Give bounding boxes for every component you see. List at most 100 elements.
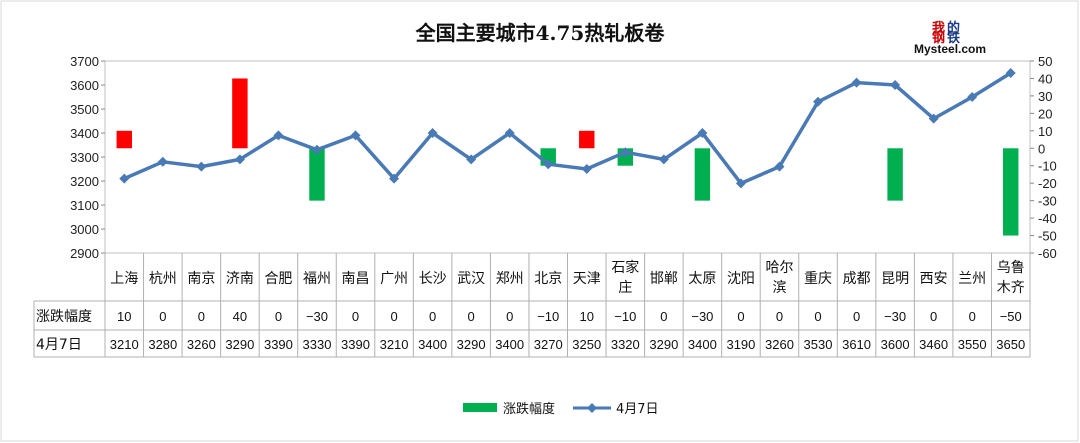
line-marker-13 [620, 147, 631, 158]
table-value-price: 3400 [495, 337, 524, 352]
table-row-label-price: 4月7日 [36, 337, 82, 353]
table-value-price: 3270 [534, 337, 563, 352]
table-value-price: 3210 [110, 337, 139, 352]
right-axis-tick: -30 [1038, 194, 1057, 209]
right-axis-tick: 0 [1038, 141, 1045, 156]
category-label: 福州 [303, 271, 331, 287]
line-marker-17 [774, 161, 785, 172]
line-marker-20 [890, 80, 901, 90]
category-label: 西安 [920, 271, 948, 287]
line-marker-15 [697, 128, 708, 138]
table-value-change: 0 [660, 309, 667, 324]
logo-char-1: 我 [932, 21, 946, 36]
table-value-price: 3290 [225, 337, 254, 352]
logo-text: Mysteel.com [914, 42, 987, 56]
table-value-change: 0 [390, 309, 397, 324]
table-value-change: 0 [737, 309, 744, 324]
table-value-change: 40 [233, 309, 247, 324]
table-value-price: 3290 [457, 337, 486, 352]
right-axis-tick: -50 [1038, 229, 1057, 244]
line-marker-16 [735, 178, 746, 189]
category-label: 乌鲁木齐 [997, 260, 1025, 296]
category-label: 成都 [843, 271, 871, 287]
line-marker-21 [928, 113, 939, 124]
chart-title: 全国主要城市4.75热轧板卷 [415, 21, 666, 45]
table-value-change: 0 [352, 309, 359, 324]
table-value-change: −50 [1000, 309, 1022, 324]
right-axis-tick: -40 [1038, 211, 1057, 226]
table-value-change: −10 [537, 309, 559, 324]
category-label: 兰州 [958, 271, 986, 287]
left-axis-tick: 3000 [70, 222, 99, 237]
line-marker-1 [157, 156, 168, 167]
category-label: 济南 [226, 271, 254, 287]
line-marker-22 [967, 92, 978, 102]
table-value-change: 0 [930, 309, 937, 324]
category-label: 长沙 [419, 271, 447, 287]
table-value-price: 3320 [611, 337, 640, 352]
category-label: 太原 [688, 271, 716, 287]
line-marker-7 [389, 173, 400, 184]
table-value-change: 0 [429, 309, 436, 324]
bar-0 [116, 130, 132, 149]
left-axis-tick: 3500 [70, 102, 99, 117]
table-value-price: 3530 [804, 337, 833, 352]
right-axis-tick: 40 [1038, 71, 1052, 86]
category-label: 郑州 [496, 271, 524, 287]
table-value-price: 3260 [765, 337, 794, 352]
table-value-change: −30 [691, 309, 713, 324]
table-value-change: 0 [814, 309, 821, 324]
category-label: 南京 [187, 271, 215, 287]
table-value-price: 3290 [649, 337, 678, 352]
table-value-price: 3600 [881, 337, 910, 352]
bar-23 [1003, 148, 1019, 236]
table-value-change: 10 [117, 309, 131, 324]
line-marker-4 [273, 130, 284, 141]
mysteel-logo: 我 的 钢 铁 Mysteel.com [914, 22, 1014, 58]
table-value-change: 0 [159, 309, 166, 324]
line-marker-23 [1005, 68, 1016, 78]
category-label: 北京 [534, 271, 562, 287]
left-axis-tick: 3600 [70, 78, 99, 93]
table-value-price: 3390 [341, 337, 370, 352]
left-axis-tick: 2900 [70, 246, 99, 261]
bar-20 [887, 148, 903, 201]
legend-line-label: 4月7日 [616, 402, 659, 417]
line-marker-14 [658, 154, 669, 165]
line-marker-5 [311, 144, 322, 155]
bar-15 [694, 148, 711, 201]
bar-5 [309, 148, 325, 201]
right-axis-tick: 10 [1038, 124, 1052, 139]
right-axis-tick: 20 [1038, 106, 1052, 121]
table-value-change: 0 [506, 309, 513, 324]
table-value-change: −30 [884, 309, 906, 324]
category-label: 杭州 [149, 271, 177, 287]
line-marker-11 [543, 159, 554, 170]
left-axis-tick: 3700 [70, 54, 99, 69]
table-value-change: 0 [468, 309, 475, 324]
table-value-price: 3210 [380, 337, 409, 352]
table-value-price: 3280 [148, 337, 177, 352]
table-value-price: 3460 [919, 337, 948, 352]
bar-3 [232, 78, 248, 149]
line-marker-2 [196, 161, 207, 172]
category-label: 合肥 [264, 271, 292, 287]
line-marker-19 [851, 77, 862, 88]
line-marker-3 [234, 154, 245, 165]
category-label: 武汉 [457, 271, 485, 287]
line-marker-0 [119, 173, 130, 184]
legend-bar-label: 涨跌幅度 [503, 401, 555, 417]
category-label: 石家庄 [611, 259, 639, 296]
line-marker-12 [581, 164, 592, 174]
legend-bar-swatch [463, 403, 497, 412]
table-value-price: 3550 [958, 337, 987, 352]
line-marker-18 [813, 96, 824, 107]
line-marker-6 [350, 130, 361, 141]
table-value-change: 10 [580, 309, 594, 324]
table-value-price: 3390 [264, 337, 293, 352]
table-value-price: 3400 [688, 337, 717, 352]
table-value-price: 3190 [726, 337, 755, 352]
table-value-price: 3610 [842, 337, 871, 352]
